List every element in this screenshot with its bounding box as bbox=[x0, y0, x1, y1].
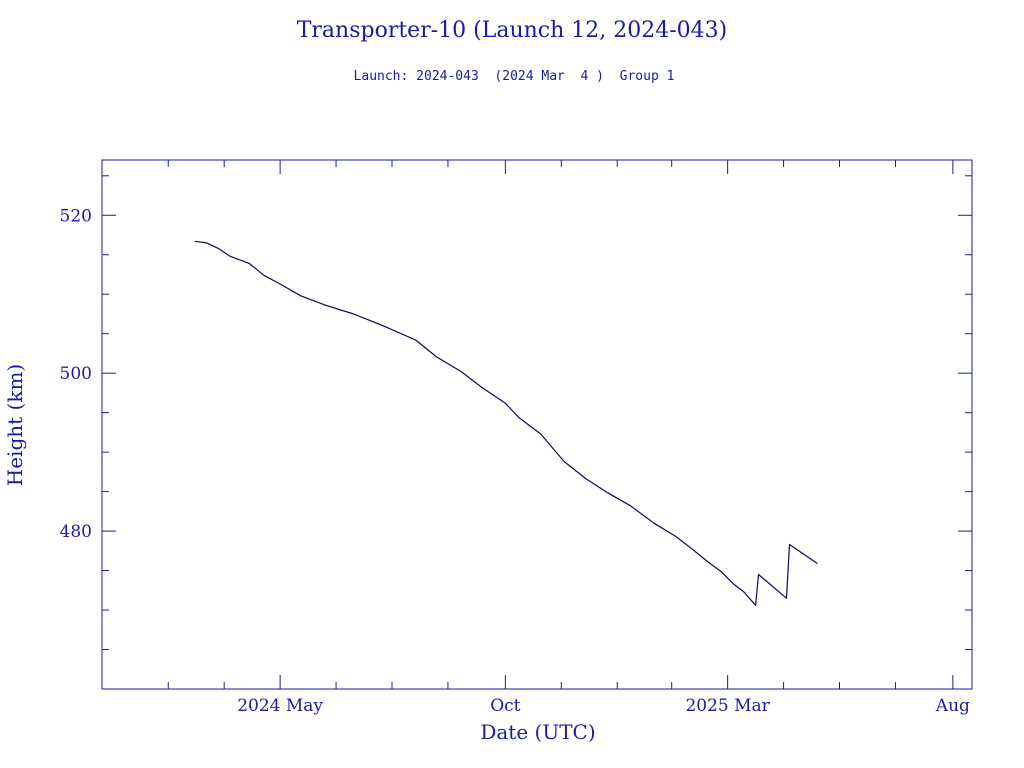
chart-title: Transporter-10 (Launch 12, 2024-043) bbox=[297, 18, 728, 43]
x-tick-labels: 2024 May Oct 2025 Mar Aug bbox=[237, 696, 970, 716]
plot-frame bbox=[101, 159, 973, 690]
y-tick-label: 480 bbox=[60, 522, 92, 542]
x-tick-label: 2025 Mar bbox=[685, 696, 770, 716]
y-tick-label: 500 bbox=[60, 364, 92, 384]
x-tick-label: 2024 May bbox=[237, 696, 323, 716]
axis-ticks bbox=[102, 160, 972, 689]
series-line-1 bbox=[194, 240, 818, 606]
chart-subtitle: Launch: 2024-043 (2024 Mar 4 ) Group 1 bbox=[354, 69, 675, 84]
y-axis-label: Height (km) bbox=[3, 364, 27, 486]
y-tick-labels: 480 500 520 bbox=[60, 206, 92, 542]
y-tick-label: 520 bbox=[60, 206, 92, 226]
x-tick-label: Aug bbox=[935, 696, 970, 716]
x-axis-label: Date (UTC) bbox=[480, 720, 595, 744]
series-layer bbox=[194, 240, 818, 606]
x-tick-label: Oct bbox=[490, 696, 520, 716]
